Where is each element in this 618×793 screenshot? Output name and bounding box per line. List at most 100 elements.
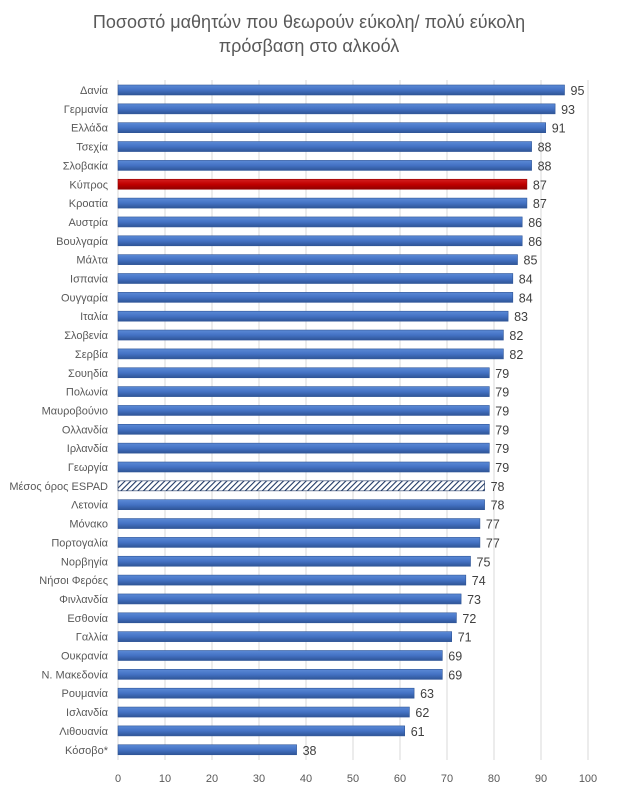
- category-label: Ιταλία: [80, 311, 109, 323]
- data-label: 86: [528, 235, 542, 249]
- category-label: Ουγγαρία: [61, 292, 109, 304]
- category-label: Αυστρία: [68, 217, 108, 229]
- bar-14: [117, 348, 504, 360]
- data-label: 69: [448, 668, 462, 682]
- bar-34: [117, 725, 406, 737]
- data-label: 77: [486, 518, 500, 532]
- data-label: 79: [495, 423, 509, 437]
- bar-15: [117, 367, 490, 379]
- x-tick-label: 60: [394, 773, 406, 785]
- category-label: Ισλανδία: [66, 707, 109, 719]
- category-label: Ελλάδα: [71, 123, 109, 135]
- data-label: 91: [552, 122, 566, 136]
- x-tick-label: 50: [347, 773, 359, 785]
- data-label: 79: [495, 367, 509, 381]
- data-label: 88: [538, 159, 552, 173]
- x-tick-label: 70: [441, 773, 453, 785]
- category-label: Ιρλανδία: [67, 443, 109, 455]
- x-tick-label: 40: [300, 773, 312, 785]
- bar-12: [117, 310, 509, 322]
- data-label: 93: [561, 103, 575, 117]
- category-label: Δανία: [80, 85, 109, 97]
- bar-18: [117, 423, 490, 435]
- data-label: 63: [420, 687, 434, 701]
- category-label: Γερμανία: [64, 104, 109, 116]
- bar-31: [117, 669, 443, 680]
- category-label: Ρουμανία: [62, 688, 109, 700]
- bar-25: [117, 555, 471, 567]
- data-label: 38: [303, 744, 317, 758]
- x-tick-label: 90: [535, 773, 547, 785]
- bar-28: [117, 612, 457, 624]
- bar-16: [117, 386, 490, 397]
- data-label: 79: [495, 461, 509, 475]
- bar-3: [117, 141, 532, 152]
- grid-lines: [117, 80, 589, 760]
- data-label: 85: [524, 254, 538, 268]
- bar-23: [117, 518, 481, 529]
- data-label: 78: [491, 499, 505, 513]
- category-label: Σερβία: [75, 349, 109, 361]
- data-label: 69: [448, 650, 462, 664]
- bar-27: [117, 593, 462, 605]
- category-label: Βουλγαρία: [56, 236, 109, 248]
- data-label: 82: [509, 348, 523, 362]
- x-tick-label: 0: [115, 773, 121, 785]
- chart-title: Ποσοστό μαθητών που θεωρούν εύκολη/ πολύ…: [92, 12, 526, 56]
- data-label: 77: [486, 536, 500, 550]
- bar-26: [117, 574, 467, 586]
- data-label: 72: [462, 612, 476, 626]
- bar-30: [117, 650, 443, 661]
- bar-11: [117, 292, 514, 303]
- bar-29: [117, 631, 453, 642]
- bar-17: [117, 405, 490, 416]
- bar-13: [117, 329, 504, 341]
- category-label: Ουκρανία: [61, 651, 109, 663]
- data-label: 86: [528, 216, 542, 230]
- category-label: Νήσοι Φερόες: [39, 575, 108, 587]
- category-label: Κύπρος: [69, 179, 108, 191]
- bar-20: [117, 461, 490, 473]
- bar-35: [117, 744, 297, 756]
- bar-1: [117, 103, 556, 115]
- category-label: Πολωνία: [66, 387, 109, 399]
- category-label: Πορτογαλία: [51, 537, 108, 549]
- category-label: Σλοβενία: [64, 330, 108, 342]
- data-label: 61: [411, 725, 425, 739]
- data-label: 88: [538, 141, 552, 155]
- data-label: 78: [491, 480, 505, 494]
- data-label: 79: [495, 442, 509, 456]
- bar-21: [117, 480, 485, 492]
- bar-6: [117, 197, 528, 209]
- category-label: Ολλανδία: [62, 424, 109, 436]
- x-tick-label: 20: [206, 773, 218, 785]
- bar-2: [117, 122, 547, 133]
- data-label: 79: [495, 386, 509, 400]
- category-label: Μάλτα: [76, 255, 108, 267]
- data-label: 87: [533, 178, 547, 192]
- data-label: 74: [472, 574, 486, 588]
- bar-9: [117, 254, 518, 265]
- x-tick-label: 30: [253, 773, 265, 785]
- category-label: Γαλλία: [76, 632, 109, 644]
- bar-0: [117, 84, 565, 96]
- category-label: Κόσοβο*: [65, 745, 109, 757]
- category-label: Γεωργία: [68, 462, 109, 474]
- category-label: Φινλανδία: [59, 594, 108, 606]
- bar-22: [117, 499, 485, 511]
- data-label: 62: [415, 706, 429, 720]
- category-label: Ν. Μακεδονία: [41, 669, 108, 681]
- category-label: Σλοβακία: [63, 160, 109, 172]
- category-label: Νορβηγία: [61, 556, 109, 568]
- x-tick-label: 10: [159, 773, 171, 785]
- x-tick-label: 80: [488, 773, 500, 785]
- category-label: Σουηδία: [68, 368, 109, 380]
- bar-10: [117, 273, 514, 284]
- x-axis-ticks: 0 10 20 30 40 50 60 70 80 90 100: [115, 773, 597, 785]
- data-label: 84: [519, 273, 533, 287]
- category-label: Κροατία: [69, 198, 109, 210]
- data-label: 82: [509, 329, 523, 343]
- data-label: 73: [467, 593, 481, 607]
- bar-7: [117, 216, 523, 228]
